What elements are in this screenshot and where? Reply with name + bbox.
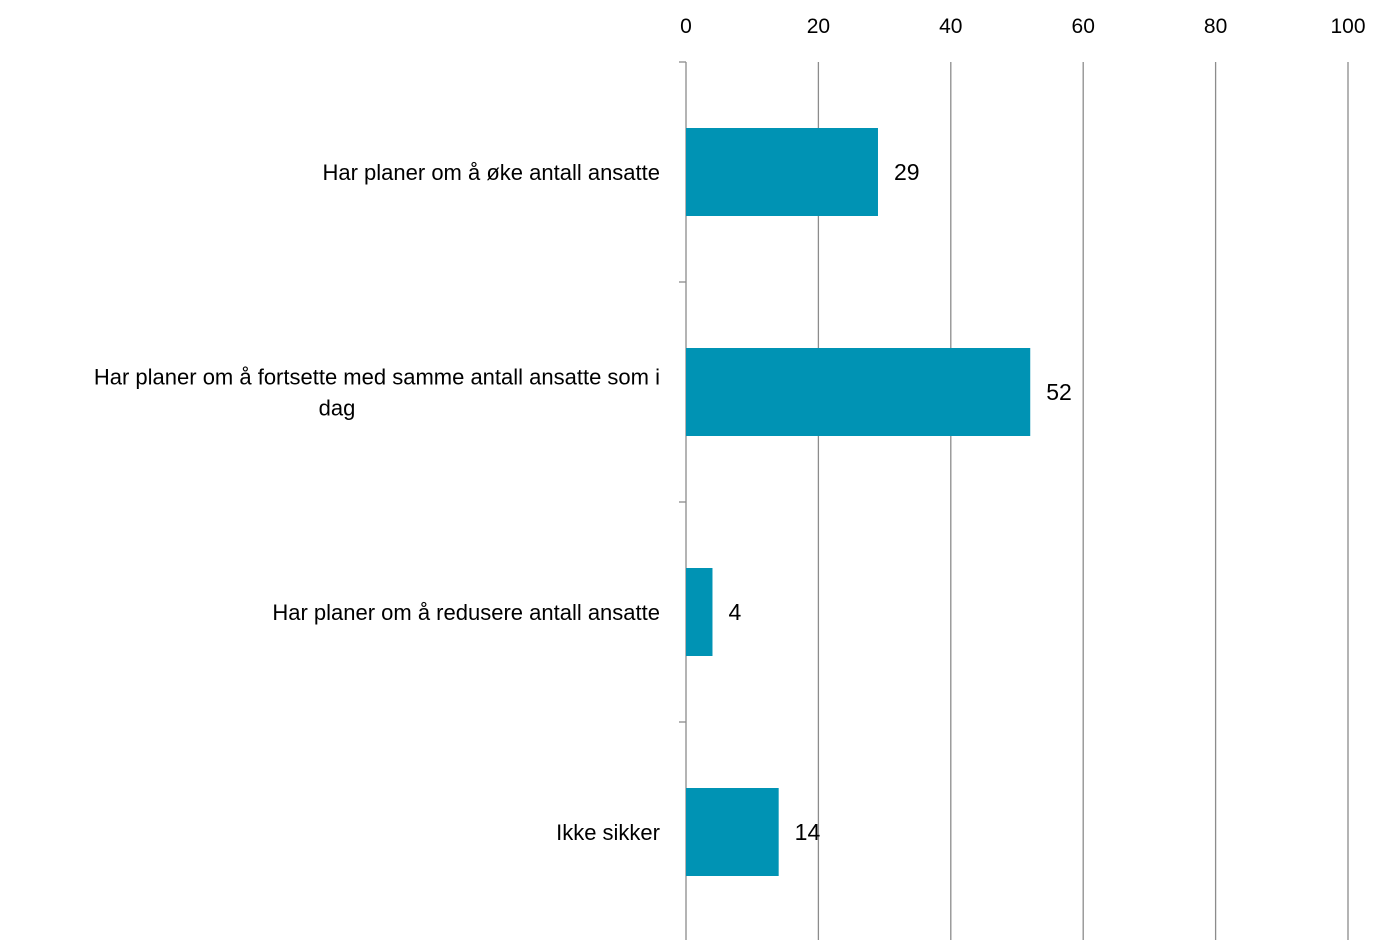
x-tick-label: 100 [1330, 15, 1365, 38]
category-label-line: dag [319, 396, 356, 421]
category-labels: Har planer om å øke antall ansatte Har pl… [94, 160, 660, 845]
bar [686, 568, 713, 656]
category-label-line: Har planer om å øke antall ansatte [322, 160, 660, 185]
x-axis-tick-labels: 0 20 40 60 80 100 [680, 15, 1365, 38]
data-labels: 29 52 4 14 [728, 159, 1071, 845]
bars [686, 128, 1031, 876]
x-tick-label: 80 [1204, 15, 1227, 38]
x-tick-label: 60 [1072, 15, 1095, 38]
x-tick-label: 0 [680, 15, 692, 38]
x-tick-label: 40 [939, 15, 962, 38]
category-label: Ikke sikker [556, 820, 660, 845]
data-label: 52 [1046, 379, 1072, 405]
bar [686, 348, 1031, 436]
data-label: 14 [795, 819, 821, 845]
bar [686, 788, 779, 876]
category-label-line: Har planer om å fortsette med samme anta… [94, 365, 660, 390]
category-label: Har planer om å redusere antall ansatte [272, 600, 660, 625]
category-label: Har planer om å fortsette med samme anta… [94, 365, 660, 421]
category-label-line: Ikke sikker [556, 820, 660, 845]
data-label: 4 [728, 599, 741, 625]
x-tick-label: 20 [807, 15, 830, 38]
data-label: 29 [894, 159, 920, 185]
category-axis [679, 61, 686, 723]
category-label-line: Har planer om å redusere antall ansatte [272, 600, 660, 625]
category-label: Har planer om å øke antall ansatte [322, 160, 660, 185]
bar [686, 128, 878, 216]
